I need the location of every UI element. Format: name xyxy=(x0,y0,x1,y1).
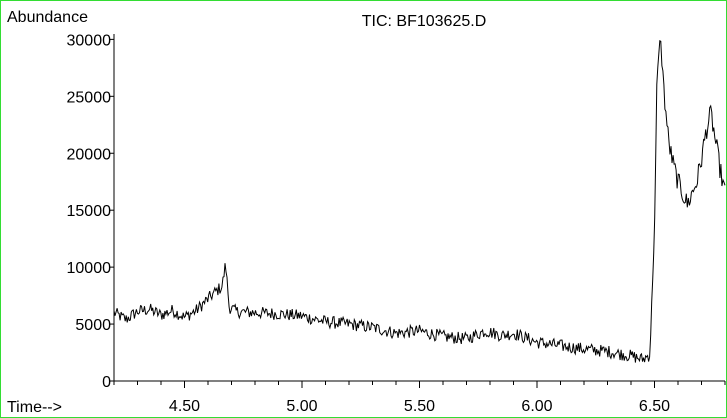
tic-series-line xyxy=(113,40,726,363)
x-axis-label: Time--> xyxy=(7,399,62,416)
x-tick-label: 6.50 xyxy=(639,398,670,415)
x-tick-label: 6.00 xyxy=(521,398,552,415)
x-tick-label: 5.50 xyxy=(404,398,435,415)
y-tick-label: 0 xyxy=(102,374,111,391)
y-ticks: 0 5000 10000 15000 20000 25000 30000 xyxy=(67,32,114,391)
y-tick-label: 10000 xyxy=(67,260,112,277)
y-tick-label: 30000 xyxy=(67,32,112,49)
chart-title: TIC: BF103625.D xyxy=(362,13,487,30)
y-tick-label: 25000 xyxy=(67,89,112,106)
y-tick-label: 20000 xyxy=(67,146,112,163)
x-tick-label: 4.50 xyxy=(169,398,200,415)
x-tick-label: 5.00 xyxy=(286,398,317,415)
y-tick-label: 5000 xyxy=(75,317,111,334)
x-ticks: 4.50 5.00 5.50 6.00 6.50 xyxy=(113,381,726,415)
y-tick-label: 15000 xyxy=(67,203,112,220)
y-axis-label: Abundance xyxy=(7,9,88,26)
